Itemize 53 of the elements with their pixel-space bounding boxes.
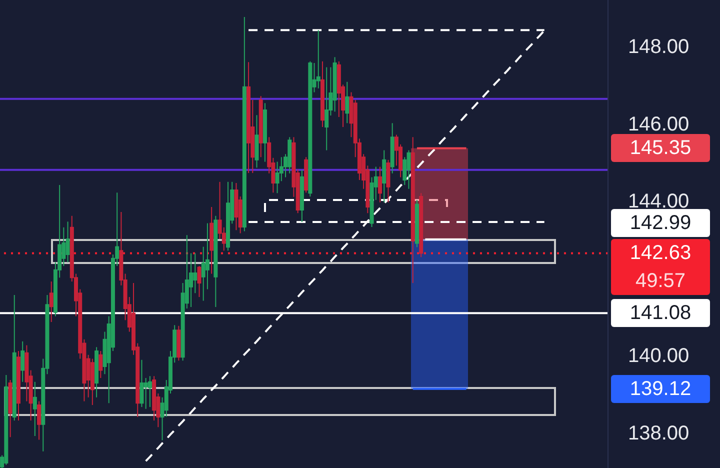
- candlestick: [275, 161, 280, 194]
- candlestick: [214, 215, 218, 308]
- text: 49:57: [635, 270, 686, 292]
- candlestick: [345, 81, 350, 124]
- candlestick: [234, 182, 238, 231]
- candlestick: [197, 266, 202, 298]
- candlestick: [316, 30, 320, 89]
- ref-line-label: 142.63: [630, 242, 692, 264]
- candlestick: [37, 400, 42, 440]
- candlestick: [12, 294, 16, 422]
- candlestick: [49, 280, 54, 323]
- candlestick: [258, 96, 263, 158]
- candlestick: [288, 136, 292, 174]
- candlestick: [382, 150, 386, 203]
- candlestick: [254, 114, 259, 168]
- candlestick: [262, 102, 267, 162]
- y-tick-label: 144.00: [628, 190, 690, 213]
- candlestick: [148, 376, 152, 408]
- text: 142.99: [630, 212, 692, 234]
- candlestick: [414, 200, 419, 248]
- candlestick: [90, 358, 94, 406]
- candlestick: [246, 62, 251, 174]
- candlestick: [210, 206, 214, 274]
- y-tick-label: 148.00: [628, 36, 690, 58]
- candlestick: [320, 60, 324, 128]
- candlestick: [226, 181, 230, 252]
- ref-line-label: 141.08: [630, 302, 692, 324]
- candlestick: [378, 166, 382, 203]
- candlestick: [4, 374, 8, 466]
- y-tick-label: 138.00: [628, 422, 690, 444]
- y-tick-label: 140.00: [628, 345, 690, 368]
- text: 145.35: [630, 137, 692, 160]
- candlestick: [176, 325, 181, 362]
- candlestick: [406, 150, 411, 190]
- candlestick: [386, 159, 390, 203]
- candlestick: [390, 122, 394, 174]
- candlestick: [410, 136, 415, 284]
- candlestick: [140, 359, 144, 408]
- text: 139.12: [630, 378, 692, 400]
- candlestick: [304, 156, 308, 194]
- candlestick: [242, 16, 246, 232]
- candlestick: [20, 340, 25, 382]
- candlestick: [419, 192, 424, 258]
- candlestick: [32, 381, 37, 436]
- y-tick-label: 146.00: [628, 113, 690, 136]
- candlestick: [332, 56, 337, 112]
- candlestick: [66, 221, 70, 263]
- candlestick: [16, 350, 20, 422]
- candlestick: [324, 66, 329, 151]
- candlestick: [8, 379, 12, 438]
- candlestick: [300, 169, 304, 223]
- candlestick: [94, 346, 99, 398]
- candlestick: [98, 350, 103, 379]
